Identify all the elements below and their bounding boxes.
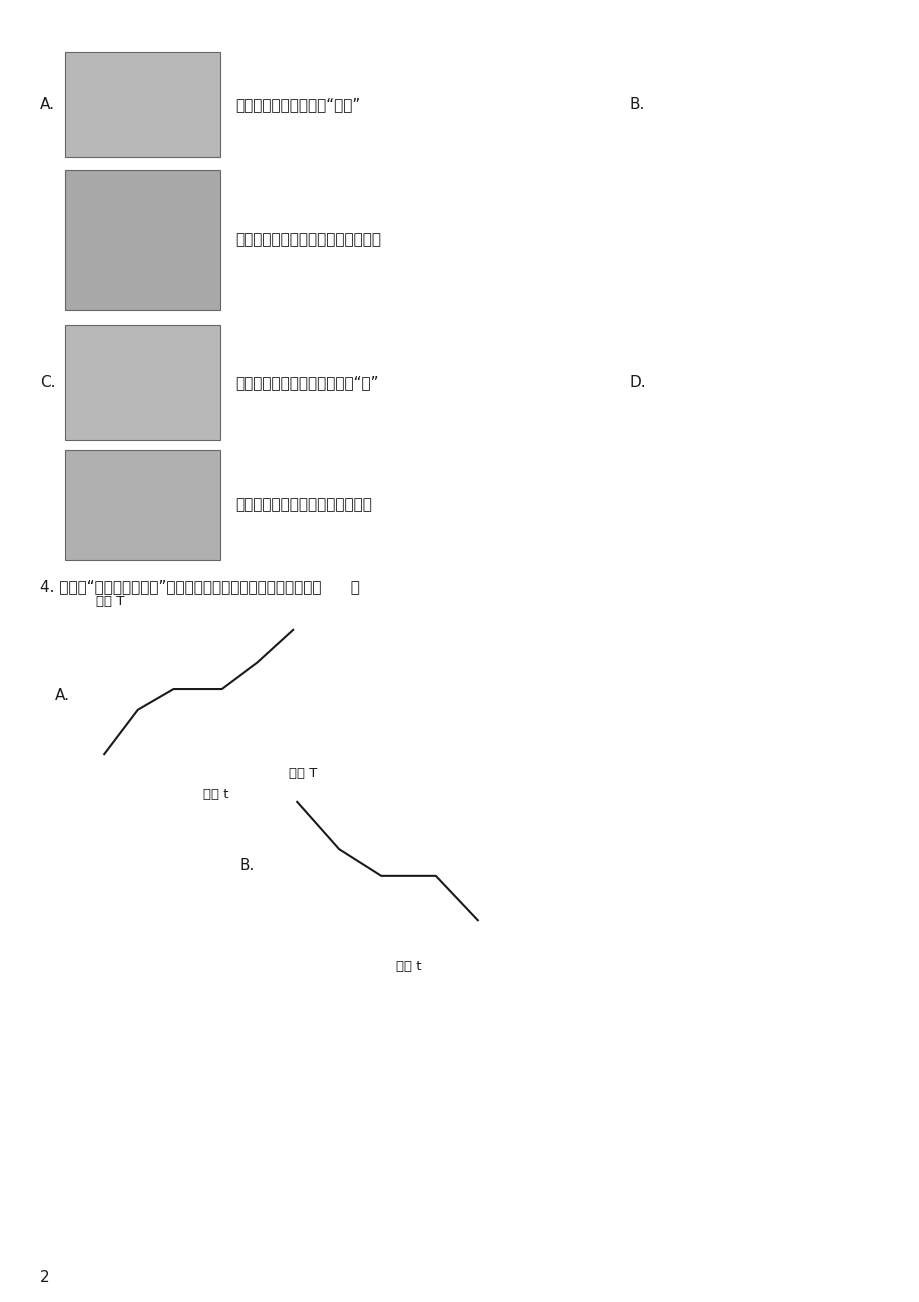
Text: B.: B. [630,98,644,112]
Text: A.: A. [40,98,55,112]
Text: 秋天的早晨，山间出现“白雾”: 秋天的早晨，山间出现“白雾” [234,98,360,112]
Text: 2: 2 [40,1271,50,1285]
Text: 时间 t: 时间 t [395,960,421,973]
Text: 我国古代用铜水铸造成精美的青铜器: 我国古代用铜水铸造成精美的青铜器 [234,233,380,247]
Text: 春天来临，密云水库的冰快速减少: 春天来临，密云水库的冰快速减少 [234,497,371,513]
Text: B.: B. [240,858,255,872]
Text: C.: C. [40,375,55,391]
Text: A.: A. [55,687,70,703]
Bar [65,326,220,440]
Bar [65,171,220,310]
Text: 4. 在下列“温度随时间变化”的图象中，能反映晶体凝固特点的是（      ）: 4. 在下列“温度随时间变化”的图象中，能反映晶体凝固特点的是（ ） [40,579,359,595]
Text: 时间 t: 时间 t [202,788,228,801]
Text: D.: D. [630,375,646,391]
Bar [65,450,220,560]
Text: 温度 T: 温度 T [289,767,317,780]
Bar [65,52,220,158]
Text: 温度 T: 温度 T [96,595,124,608]
Text: 深秋早晨，香山的红叶上出现“霜”: 深秋早晨，香山的红叶上出现“霜” [234,375,378,391]
